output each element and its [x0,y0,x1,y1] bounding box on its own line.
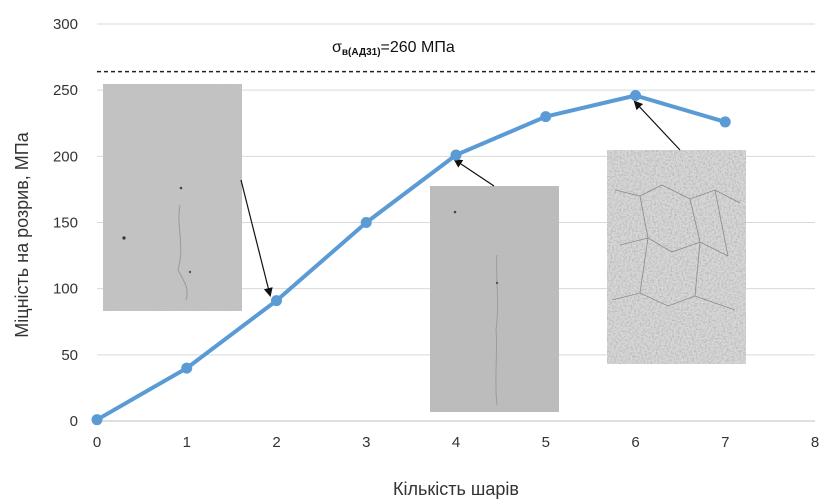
inset-3-texture [607,150,746,364]
inset-1-dot [188,270,192,274]
series-line [96,93,726,422]
y-tick-labels: 0 50 100 150 200 250 300 [53,16,78,430]
series-points [91,89,731,426]
data-point [630,89,641,101]
inset-1-texture [103,84,242,311]
data-point [91,414,103,426]
reference-symbol: σ [332,39,342,56]
x-tick-label: 4 [452,434,460,451]
inset-1-dot [179,186,183,190]
y-tick-label: 50 [61,347,78,364]
microstructure-1 [103,84,242,311]
inset-3-grain-boundaries [611,184,741,311]
arrow-inset-2 [453,158,495,187]
data-point [181,362,193,374]
arrow-inset-1 [240,179,273,297]
y-tick-label: 300 [53,16,78,33]
arrow-inset-3 [633,100,681,151]
reference-subscript: в(АД31) [342,47,381,58]
x-tick-label: 8 [811,434,819,451]
y-tick-label: 200 [53,148,78,165]
x-tick-label: 6 [631,434,639,451]
x-tick-label: 5 [542,434,550,451]
x-tick-label: 1 [183,434,191,451]
y-tick-label: 250 [53,82,78,99]
x-tick-label: 7 [721,434,729,451]
inset-2-texture [430,186,559,412]
inset-1-dot [122,236,126,240]
y-tick-label: 150 [53,215,78,232]
reference-value: =260 МПа [381,39,455,56]
data-point [719,116,731,128]
microstructure-2 [430,186,559,412]
reference-label: σв(АД31)=260 МПа [332,39,455,58]
microstructure-3 [607,150,746,364]
inset-1-crack [177,204,188,301]
inset-2-dot [495,281,499,285]
inset-arrows [240,100,681,297]
data-point [450,149,462,161]
x-tick-labels: 0 1 2 3 4 5 6 7 8 [93,434,819,451]
y-tick-label: 100 [53,281,78,298]
data-point [540,111,552,123]
data-point [271,295,282,307]
inset-2-crack [495,254,499,406]
x-tick-label: 0 [93,434,101,451]
y-tick-label: 0 [70,413,78,430]
x-tick-label: 3 [362,434,370,451]
inset-2-dot [453,210,457,214]
series-1 [96,93,726,422]
x-tick-label: 2 [272,434,280,451]
data-point [360,217,372,228]
x-axis-title: Кількість шарів [393,479,519,499]
y-axis-title: Міцність на розрив, МПа [12,131,32,337]
reference-line: σв(АД31)=260 МПа [97,39,815,73]
